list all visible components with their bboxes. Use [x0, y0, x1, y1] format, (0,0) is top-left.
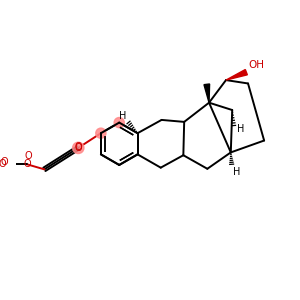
Text: O: O — [24, 151, 32, 161]
Circle shape — [73, 142, 84, 154]
Polygon shape — [204, 84, 210, 103]
Circle shape — [114, 118, 124, 128]
Text: H: H — [237, 124, 245, 134]
Text: O: O — [1, 157, 8, 167]
Text: O: O — [23, 159, 31, 169]
Text: O: O — [74, 143, 82, 153]
Polygon shape — [226, 70, 248, 80]
Text: H: H — [233, 167, 240, 176]
Text: H: H — [119, 111, 126, 121]
Text: O: O — [74, 142, 82, 152]
Text: OH: OH — [249, 60, 265, 70]
Text: O: O — [0, 159, 7, 169]
Circle shape — [96, 128, 106, 138]
Text: O: O — [74, 143, 82, 153]
